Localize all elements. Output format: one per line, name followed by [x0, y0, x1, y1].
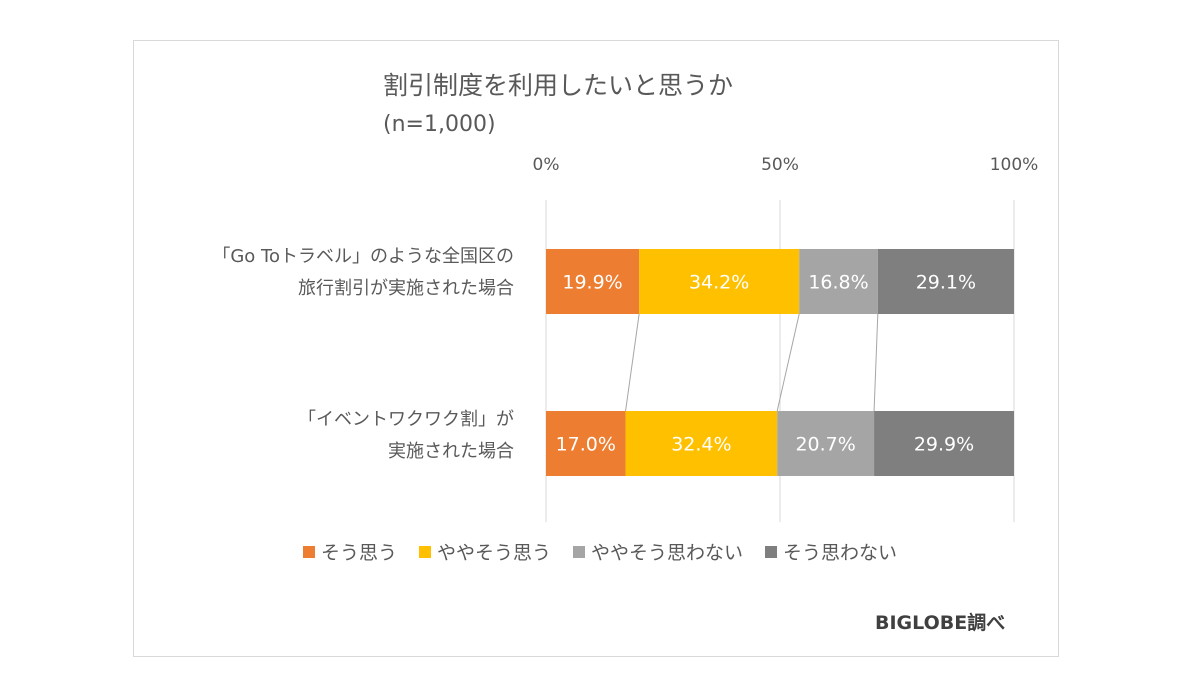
category-label-1-line-1: 「イベントワクワク割」が	[298, 409, 514, 430]
category-label-1-line-2: 実施された場合	[388, 441, 514, 462]
legend-swatch-2	[573, 545, 585, 558]
legend-item-3: そう思わない	[765, 538, 897, 565]
tick-label-0: 0%	[533, 155, 560, 175]
tick-label-2: 100%	[990, 155, 1039, 175]
legend-swatch-3	[765, 545, 778, 558]
series-connector-1	[625, 313, 640, 412]
data-label-0-2: 16.8%	[808, 272, 868, 294]
legend-label-2: ややそう思わない	[591, 542, 744, 564]
legend-swatch-0	[302, 545, 315, 558]
chart-frame	[133, 40, 1059, 657]
data-label-1-0: 17.0%	[556, 434, 616, 456]
category-label-0-line-2: 旅行割引が実施された場合	[298, 278, 514, 299]
legend-label-1: ややそう思う	[436, 542, 551, 564]
legend-item-1: ややそう思う	[418, 538, 551, 565]
bar-0-0	[546, 249, 640, 314]
series-connector-3	[873, 313, 879, 412]
legend-item-2: ややそう思わない	[573, 538, 743, 565]
category-label-0: 「Go Toトラベル」のような全国区の 旅行割引が実施された場合	[212, 241, 514, 305]
source-note: BIGLOBE調べ	[875, 612, 1006, 634]
legend-item-0: そう思う	[302, 538, 397, 565]
legend-swatch-1	[418, 545, 431, 558]
data-label-0-1: 34.2%	[689, 272, 749, 294]
bar-1-3	[874, 411, 1014, 476]
tick-label-1: 50%	[761, 155, 799, 175]
data-label-1-2: 20.7%	[795, 434, 855, 456]
data-label-1-3: 29.9%	[914, 434, 974, 456]
bar-0-3	[877, 249, 1014, 314]
bar-0-2	[799, 249, 878, 314]
data-label-1-1: 32.4%	[671, 434, 731, 456]
legend-label-0: そう思う	[320, 542, 397, 564]
bar-1-1	[625, 411, 778, 476]
bar-0-1	[639, 249, 800, 314]
series-connector-2	[776, 313, 800, 412]
chart-legend: そう思う ややそう思う ややそう思わない そう思わない	[0, 538, 1200, 565]
data-label-0-3: 29.1%	[916, 272, 976, 294]
bar-1-2	[777, 411, 875, 476]
category-label-1: 「イベントワクワク割」が 実施された場合	[298, 404, 514, 468]
category-label-0-line-1: 「Go Toトラベル」のような全国区の	[212, 246, 514, 267]
chart-subtitle: (n=1,000)	[383, 112, 496, 137]
bar-1-0	[546, 411, 626, 476]
data-label-0-0: 19.9%	[562, 272, 622, 294]
legend-label-3: そう思わない	[783, 542, 898, 564]
chart-title: 割引制度を利用したいと思うか	[383, 71, 734, 100]
